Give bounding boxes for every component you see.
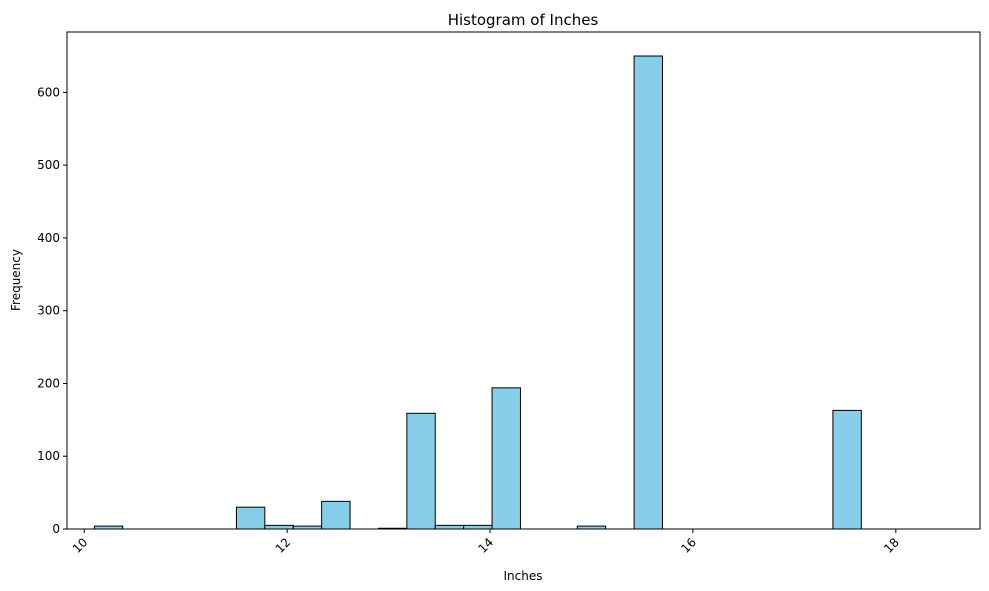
y-axis-label: Frequency: [9, 249, 23, 311]
x-tick-label-4: 18: [881, 535, 902, 556]
histogram-bar-19: [633, 55, 663, 530]
x-tick-label-1: 12: [273, 535, 294, 556]
x-axis-label: Inches: [504, 569, 543, 583]
y-axis-ticks: 0 100 200 300 400 500 600: [37, 85, 67, 536]
x-tick-label-2: 14: [475, 535, 496, 556]
x-axis-ticks: 10 12 14 16 18: [70, 529, 902, 556]
y-tick-label-1: 100: [37, 449, 60, 463]
plot-frame: [66, 31, 981, 530]
histogram-bar-26: [832, 409, 862, 530]
x-tick-label-3: 16: [678, 535, 699, 556]
y-tick-label-6: 600: [37, 85, 60, 99]
y-tick-label-0: 0: [52, 522, 60, 536]
histogram-bar-6: [264, 524, 294, 530]
x-tick-label-0: 10: [70, 535, 91, 556]
histogram-bar-12: [434, 524, 465, 530]
y-tick-label-2: 200: [37, 376, 60, 390]
y-tick-label-5: 500: [37, 158, 60, 172]
histogram-bar-8: [321, 500, 351, 530]
histogram-bar-13: [463, 524, 493, 530]
bars-group: [93, 55, 862, 530]
histogram-bar-11: [406, 412, 436, 530]
chart-title: Histogram of Inches: [448, 11, 599, 29]
histogram-bar-14: [491, 387, 521, 530]
histogram-bar-5: [235, 506, 266, 530]
y-tick-label-4: 400: [37, 231, 60, 245]
y-tick-label-3: 300: [37, 304, 60, 318]
